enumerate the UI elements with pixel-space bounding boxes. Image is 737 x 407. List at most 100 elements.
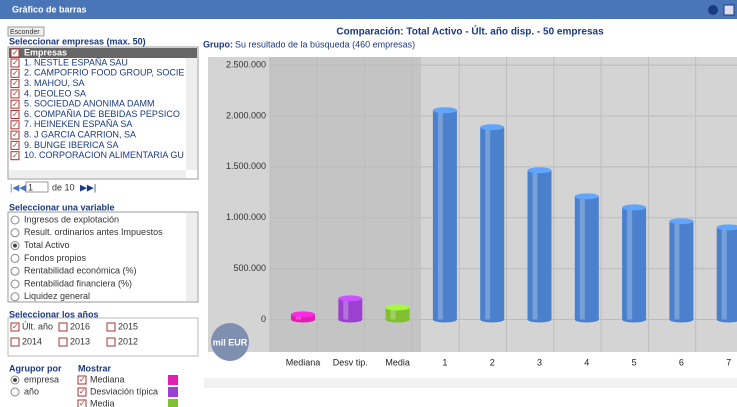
company: 5. SOCIEDAD ANONIMA DAMM bbox=[24, 99, 155, 109]
show-option: Mediana bbox=[90, 374, 125, 384]
variable: Rentabilidad financiera (%) bbox=[24, 278, 132, 288]
x-tick-label: Desv tip. bbox=[333, 357, 368, 367]
company: 6. COMPAÑIA DE BEBIDAS PEPSICO bbox=[24, 109, 180, 119]
checkbox[interactable] bbox=[10, 151, 20, 161]
check: ✓ bbox=[12, 110, 19, 119]
radio-dot bbox=[13, 243, 17, 248]
check: ✓ bbox=[12, 141, 19, 150]
bar-highlight bbox=[532, 170, 538, 320]
company: 9. BUNGE IBERICA SA bbox=[24, 140, 119, 150]
radio[interactable] bbox=[10, 387, 20, 397]
companies-header: Empresas bbox=[24, 47, 67, 57]
x-tick-label: Media bbox=[385, 357, 410, 367]
bar bbox=[622, 207, 647, 320]
bar-cap bbox=[338, 295, 363, 302]
check: ✓ bbox=[12, 120, 19, 129]
radio-dot bbox=[13, 378, 17, 382]
checkbox[interactable] bbox=[10, 48, 20, 58]
companies-title: Seleccionar empresas (max. 50) bbox=[9, 36, 146, 46]
checkbox[interactable] bbox=[10, 337, 20, 347]
subtitle-label: Grupo: bbox=[203, 39, 233, 49]
header-title: Gráfico de barras bbox=[12, 4, 87, 14]
checkbox[interactable] bbox=[58, 322, 68, 332]
bar bbox=[669, 221, 694, 320]
check: ✓ bbox=[12, 68, 19, 77]
radio[interactable] bbox=[10, 228, 20, 238]
check: ✓ bbox=[12, 58, 19, 67]
year: 2014 bbox=[22, 336, 42, 346]
variable: Ingresos de explotación bbox=[24, 214, 119, 224]
bar-highlight bbox=[343, 298, 349, 320]
checkbox[interactable] bbox=[10, 89, 20, 99]
group-title: Agrupor por bbox=[9, 363, 62, 373]
check: ✓ bbox=[12, 151, 19, 160]
check: ✓ bbox=[12, 130, 19, 139]
checkbox[interactable] bbox=[10, 79, 20, 89]
h-scrollbar[interactable] bbox=[9, 170, 186, 178]
bar bbox=[480, 127, 505, 320]
color-swatch bbox=[168, 399, 178, 407]
checkbox[interactable] bbox=[10, 322, 20, 332]
bar bbox=[716, 227, 737, 320]
radio[interactable] bbox=[10, 266, 20, 276]
bar bbox=[385, 307, 410, 320]
chart-scrollbar[interactable] bbox=[204, 378, 737, 388]
checkbox[interactable] bbox=[77, 387, 87, 397]
radio[interactable] bbox=[10, 215, 20, 225]
variable-title: Seleccionar una variable bbox=[9, 202, 115, 212]
checkbox[interactable] bbox=[58, 337, 68, 347]
unit-badge bbox=[211, 323, 249, 361]
bar-highlight bbox=[485, 127, 491, 320]
checkbox[interactable] bbox=[10, 58, 20, 68]
radio[interactable] bbox=[10, 292, 20, 302]
variable: Total Activo bbox=[24, 240, 70, 250]
checkbox[interactable] bbox=[10, 68, 20, 78]
checkbox[interactable] bbox=[77, 399, 87, 407]
checkbox[interactable] bbox=[10, 140, 20, 150]
year: 2016 bbox=[70, 321, 90, 331]
checkbox[interactable] bbox=[106, 322, 116, 332]
bar-cap bbox=[385, 304, 410, 311]
page-of: de 10 bbox=[52, 182, 75, 192]
variables-list bbox=[7, 211, 199, 303]
bar bbox=[432, 110, 457, 320]
company: 10. CORPORACION ALIMENTARIA GU bbox=[24, 150, 184, 160]
bar bbox=[574, 196, 599, 320]
checkbox[interactable] bbox=[10, 130, 20, 140]
page-input[interactable] bbox=[25, 181, 49, 193]
checkbox[interactable] bbox=[77, 375, 87, 385]
scrollbar[interactable] bbox=[186, 213, 197, 301]
x-tick-label: 2 bbox=[490, 357, 495, 367]
bar-highlight bbox=[437, 110, 443, 320]
radio[interactable] bbox=[10, 279, 20, 289]
unit: mil EUR bbox=[213, 337, 248, 347]
chart-title: Comparación: Total Activo - Últ. año dis… bbox=[336, 25, 604, 38]
company: 2. CAMPOFRIO FOOD GROUP, SOCIE bbox=[24, 68, 184, 78]
years-list bbox=[7, 317, 199, 357]
close-icon[interactable] bbox=[723, 4, 735, 16]
bar-highlight bbox=[627, 207, 633, 320]
checkbox[interactable] bbox=[10, 110, 20, 119]
show-title: Mostrar bbox=[78, 363, 112, 373]
subtitle: Su resultado de la búsqueda (460 empresa… bbox=[235, 39, 415, 49]
company: 4. DEOLEO SA bbox=[24, 88, 86, 98]
pager-first[interactable]: |◀◀ bbox=[10, 182, 26, 192]
hide-select[interactable] bbox=[7, 26, 45, 37]
checkbox[interactable] bbox=[10, 99, 20, 109]
bar-highlight bbox=[674, 221, 680, 320]
pager-next[interactable]: ▶▶| bbox=[80, 182, 96, 192]
scrollbar[interactable] bbox=[186, 58, 197, 170]
show-option: Desviación típica bbox=[90, 386, 158, 396]
y-tick-label: 0 bbox=[261, 314, 266, 324]
radio[interactable] bbox=[10, 253, 20, 263]
help-icon[interactable] bbox=[708, 5, 718, 15]
page-number: 1 bbox=[28, 182, 33, 192]
checkbox[interactable] bbox=[10, 120, 20, 130]
year: Últ. año bbox=[22, 321, 53, 331]
year: 2013 bbox=[70, 336, 90, 346]
checkbox[interactable] bbox=[106, 337, 116, 347]
company: 1. NESTLE ESPAÑA SAU bbox=[24, 57, 128, 67]
bar-highlight bbox=[390, 307, 396, 320]
year: 2012 bbox=[118, 336, 138, 346]
